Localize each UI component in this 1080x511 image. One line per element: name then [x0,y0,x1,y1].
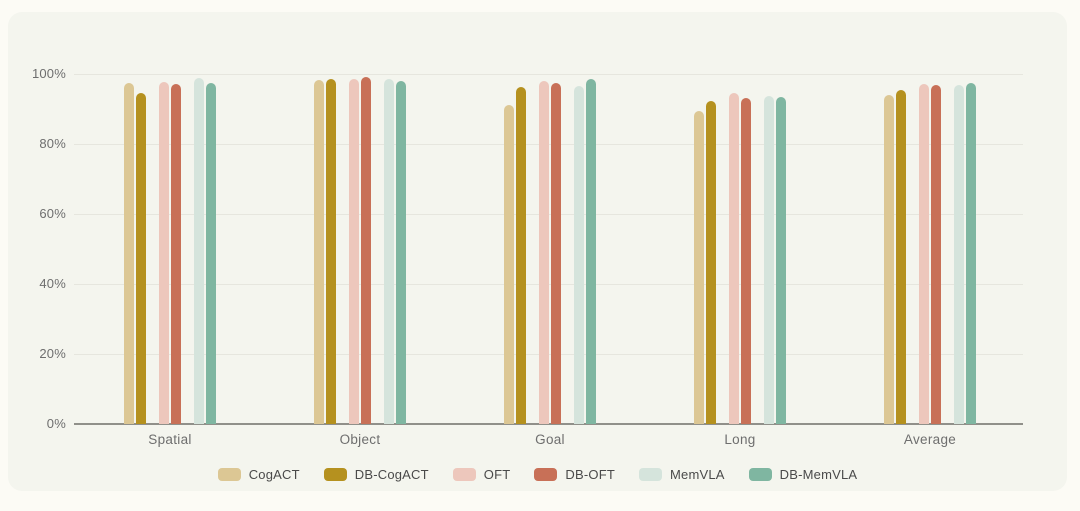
bar-oft-average [919,83,929,424]
bar-memvla-object [384,79,394,424]
bar-oft-object [349,79,359,424]
x-axis-line [74,423,1023,425]
bar-cogact-long [694,111,704,424]
y-tick-label: 40% [39,275,66,291]
bar-db-memvla-spatial [206,82,216,424]
bar-chart-plot-area: 0% 20% 40% 60% 80% 100% Spatial Object Goal Long A… [8,12,1067,491]
bar-cogact-goal [504,105,514,424]
gridline [74,73,1023,75]
bar-memvla-average [954,84,964,424]
legend-label: CogACT [248,467,300,482]
legend-label: OFT [483,467,511,482]
y-tick-label: 100% [31,65,66,81]
chart-legend: CogACT DB-CogACT OFT DB-OFT MemVLA DB-MemVLA [8,467,1067,482]
bar-oft-long [729,92,739,424]
bar-cogact-object [314,79,324,424]
bar-group-goal [504,73,596,424]
y-tick-label: 80% [39,135,66,151]
bar-db-cogact-goal [516,87,526,424]
bar-memvla-long [764,95,774,424]
category-label-spatial: Spatial [148,432,192,447]
bar-db-memvla-average [966,82,976,424]
bar-group-long [694,73,786,424]
legend-item-memvla[interactable]: MemVLA [638,467,725,482]
legend-item-oft[interactable]: OFT [452,467,511,482]
legend-swatch-icon [534,468,558,481]
bar-db-oft-average [931,85,941,424]
bar-group-average [884,73,976,424]
y-tick-label: 60% [39,205,66,221]
legend-label: MemVLA [669,467,725,482]
legend-swatch-icon [638,468,662,481]
bar-db-memvla-goal [586,78,596,424]
bar-db-oft-long [741,97,751,424]
legend-label: DB-MemVLA [779,467,858,482]
legend-swatch-icon [452,468,476,481]
category-label-goal: Goal [535,432,565,447]
bar-db-memvla-object [396,81,406,424]
legend-label: DB-OFT [565,467,615,482]
bar-db-cogact-average [896,90,906,424]
legend-label: DB-CogACT [354,467,429,482]
legend-item-db-oft[interactable]: DB-OFT [534,467,615,482]
bar-db-cogact-spatial [136,93,146,424]
bar-db-cogact-long [706,101,716,424]
legend-swatch-icon [323,468,347,481]
bar-db-oft-goal [551,82,561,424]
legend-swatch-icon [217,468,241,481]
category-label-object: Object [339,432,381,447]
bar-cogact-average [884,94,894,424]
y-tick-label: 0% [46,416,66,431]
chart-card: 0% 20% 40% 60% 80% 100% Spatial Object Goal Long A… [8,12,1067,491]
bar-oft-goal [539,80,549,424]
legend-item-db-cogact[interactable]: DB-CogACT [323,467,429,482]
bar-group-spatial [124,73,216,424]
bar-memvla-goal [574,85,584,424]
legend-item-db-memvla[interactable]: DB-MemVLA [748,467,858,482]
legend-swatch-icon [748,468,772,481]
bar-db-oft-spatial [171,84,181,424]
category-label-long: Long [724,432,756,447]
category-label-average: Average [903,432,957,447]
bar-db-cogact-object [326,79,336,424]
bar-memvla-spatial [194,78,204,424]
bar-cogact-spatial [124,82,134,424]
bar-oft-spatial [159,81,169,424]
legend-item-cogact[interactable]: CogACT [217,467,300,482]
bar-db-memvla-long [776,96,786,424]
bar-group-object [314,73,406,424]
y-tick-label: 20% [39,345,66,361]
bar-db-oft-object [361,76,371,424]
